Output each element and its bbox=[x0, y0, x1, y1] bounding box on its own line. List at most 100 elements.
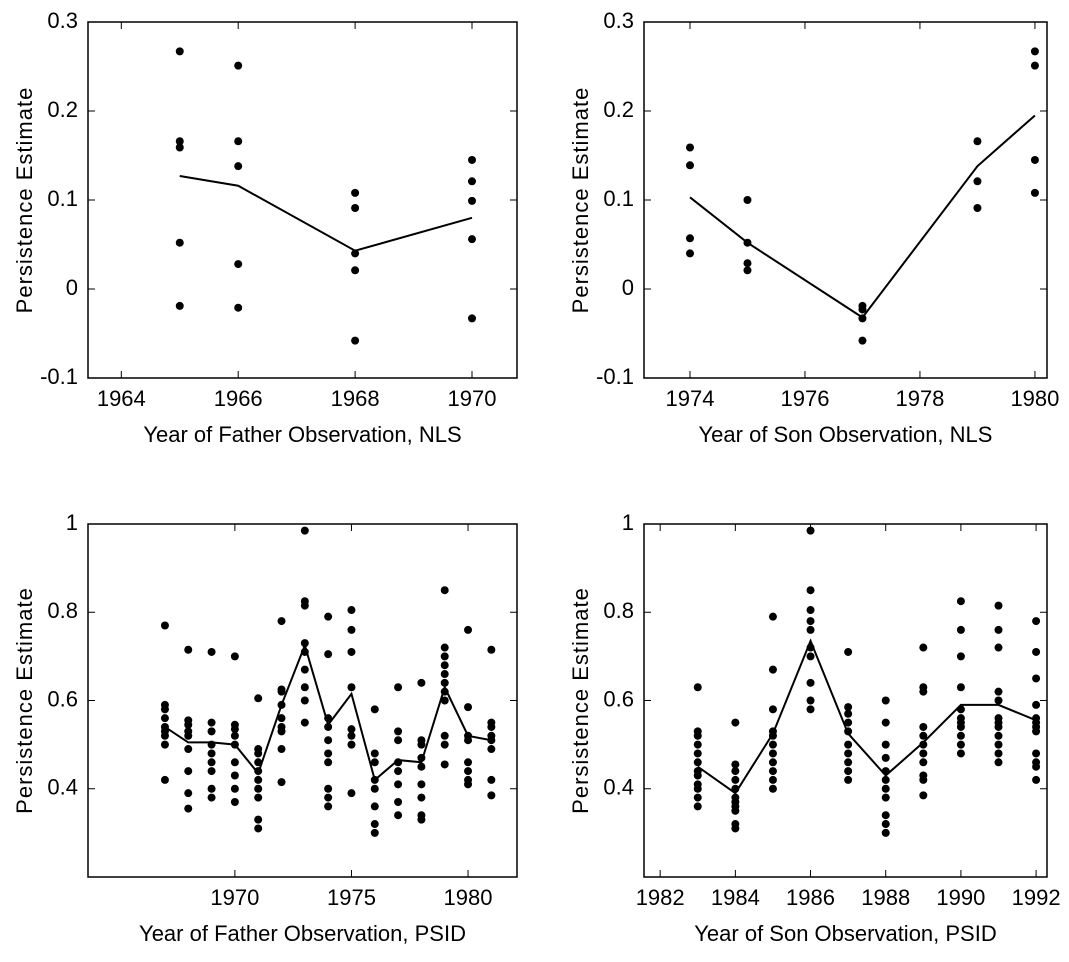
point bbox=[254, 793, 263, 802]
point bbox=[1030, 61, 1039, 70]
point bbox=[1032, 727, 1041, 736]
point bbox=[1032, 674, 1041, 683]
point bbox=[743, 266, 752, 275]
point bbox=[324, 784, 333, 793]
point bbox=[881, 753, 890, 762]
point bbox=[324, 802, 333, 811]
point bbox=[1032, 700, 1041, 709]
y-tick-label: 0.1 bbox=[47, 186, 78, 211]
point bbox=[881, 811, 890, 820]
point bbox=[844, 709, 853, 718]
point bbox=[881, 718, 890, 727]
point bbox=[464, 736, 473, 745]
point bbox=[394, 811, 403, 820]
axes-box bbox=[643, 21, 1048, 379]
x-tick-label: 1986 bbox=[786, 885, 835, 910]
point bbox=[254, 784, 263, 793]
mean-line bbox=[689, 114, 1036, 319]
point bbox=[300, 718, 309, 727]
point bbox=[768, 775, 777, 784]
point bbox=[1030, 188, 1039, 197]
point bbox=[324, 793, 333, 802]
point bbox=[1032, 762, 1041, 771]
point bbox=[254, 824, 263, 833]
y-tick-label: 0.3 bbox=[47, 8, 78, 33]
point bbox=[160, 621, 169, 630]
point bbox=[234, 61, 243, 70]
point bbox=[1032, 617, 1041, 626]
point bbox=[394, 767, 403, 776]
x-tick-label: 1988 bbox=[861, 885, 910, 910]
point bbox=[487, 775, 496, 784]
point bbox=[487, 745, 496, 754]
point bbox=[370, 784, 379, 793]
point bbox=[440, 760, 449, 769]
point bbox=[370, 820, 379, 829]
point bbox=[956, 652, 965, 661]
point bbox=[394, 727, 403, 736]
point bbox=[464, 767, 473, 776]
point bbox=[347, 725, 356, 734]
axes-box bbox=[643, 523, 1048, 878]
point bbox=[881, 793, 890, 802]
point bbox=[184, 731, 193, 740]
point bbox=[277, 745, 286, 754]
point bbox=[731, 775, 740, 784]
point bbox=[417, 678, 426, 687]
point bbox=[806, 606, 815, 615]
point bbox=[277, 687, 286, 696]
point bbox=[919, 731, 928, 740]
point bbox=[184, 804, 193, 813]
point bbox=[768, 749, 777, 758]
point bbox=[919, 775, 928, 784]
point bbox=[207, 718, 216, 727]
point bbox=[370, 749, 379, 758]
point bbox=[277, 617, 286, 626]
point bbox=[351, 188, 360, 197]
point bbox=[230, 784, 239, 793]
point bbox=[731, 824, 740, 833]
point bbox=[1030, 155, 1039, 164]
x-tick-label: 1970 bbox=[210, 885, 259, 910]
point bbox=[881, 740, 890, 749]
point bbox=[994, 722, 1003, 731]
point bbox=[324, 650, 333, 659]
point bbox=[230, 731, 239, 740]
point bbox=[956, 683, 965, 692]
point bbox=[994, 731, 1003, 740]
point bbox=[881, 820, 890, 829]
point bbox=[440, 740, 449, 749]
point bbox=[347, 606, 356, 615]
point bbox=[693, 771, 702, 780]
point bbox=[994, 749, 1003, 758]
point bbox=[994, 687, 1003, 696]
point bbox=[184, 720, 193, 729]
point bbox=[370, 828, 379, 837]
point bbox=[347, 731, 356, 740]
point bbox=[324, 736, 333, 745]
point bbox=[919, 740, 928, 749]
point bbox=[487, 645, 496, 654]
y-axis-label: Persistence Estimate bbox=[12, 87, 37, 314]
y-tick-label: 0.4 bbox=[47, 775, 78, 800]
y-tick-label: 0.6 bbox=[603, 686, 634, 711]
point bbox=[347, 789, 356, 798]
point bbox=[731, 767, 740, 776]
point bbox=[370, 705, 379, 714]
point bbox=[806, 526, 815, 535]
mean-line bbox=[697, 638, 1037, 795]
x-tick-label: 1968 bbox=[331, 386, 380, 411]
point bbox=[440, 678, 449, 687]
point bbox=[464, 625, 473, 634]
point bbox=[806, 705, 815, 714]
point bbox=[487, 722, 496, 731]
point bbox=[184, 767, 193, 776]
x-tick-label: 1992 bbox=[1012, 885, 1061, 910]
point bbox=[234, 137, 243, 146]
point bbox=[440, 586, 449, 595]
point bbox=[417, 780, 426, 789]
point bbox=[254, 694, 263, 703]
point bbox=[347, 647, 356, 656]
point bbox=[1032, 749, 1041, 758]
x-axis-label: Year of Father Observation, PSID bbox=[139, 921, 466, 946]
